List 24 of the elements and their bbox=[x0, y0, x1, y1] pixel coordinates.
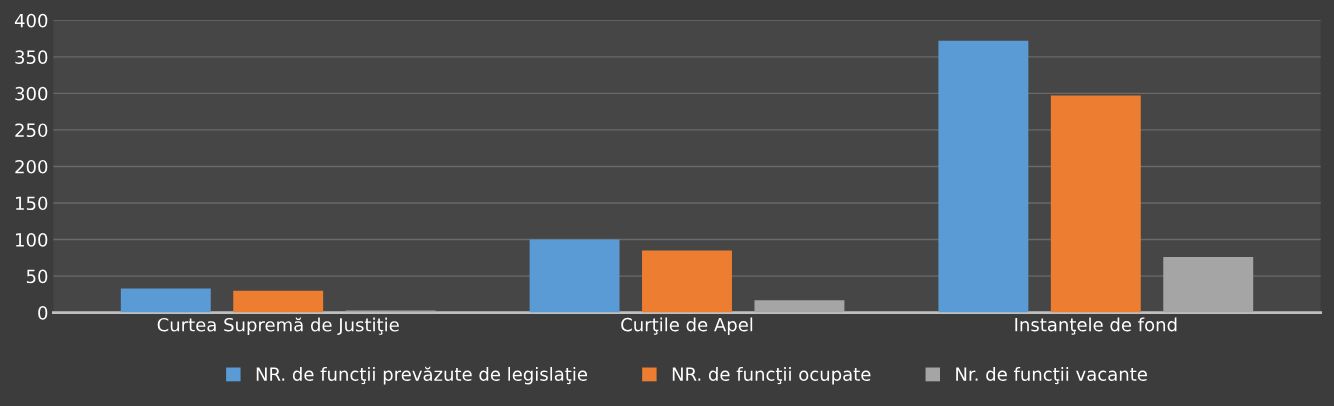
legend-label: Nr. de funcţii vacante bbox=[956, 366, 1147, 385]
bar bbox=[754, 300, 845, 313]
y-tick-label: 300 bbox=[15, 86, 48, 101]
bar bbox=[1163, 257, 1254, 313]
y-tick-label: 200 bbox=[15, 159, 48, 174]
bar bbox=[938, 40, 1029, 313]
x-tick-label: Curţile de Apel bbox=[621, 317, 753, 335]
y-tick-label: 150 bbox=[16, 196, 48, 211]
y-tick-label: 250 bbox=[15, 123, 48, 138]
bar bbox=[529, 239, 620, 313]
bar bbox=[233, 290, 324, 313]
legend-label: NR. de funcţii prevăzute de legislaţie bbox=[256, 366, 588, 385]
y-tick-label: 350 bbox=[15, 50, 48, 64]
bar bbox=[120, 288, 211, 313]
bar bbox=[345, 310, 436, 313]
bar bbox=[642, 250, 732, 313]
y-tick-label: 0 bbox=[38, 306, 48, 320]
y-tick-label: 400 bbox=[14, 13, 48, 28]
bar bbox=[1050, 95, 1141, 313]
x-tick-label: Curtea Supremă de Justiţie bbox=[157, 317, 399, 336]
legend-label: NR. de funcţii ocupate bbox=[672, 366, 871, 385]
y-tick-label: 100 bbox=[16, 233, 48, 247]
y-tick-label: 50 bbox=[26, 269, 48, 284]
x-tick-label: Instanţele de fond bbox=[1015, 317, 1177, 335]
